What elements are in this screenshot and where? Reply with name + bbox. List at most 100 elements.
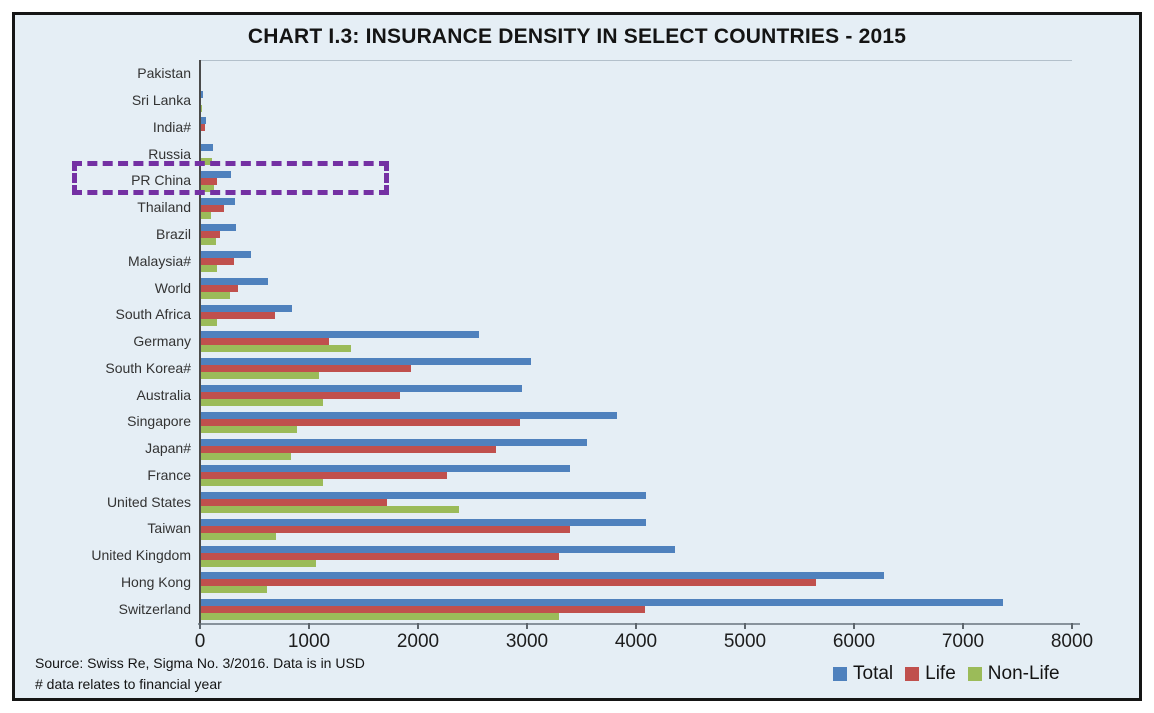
bar-nonlife bbox=[200, 479, 324, 487]
bar-life bbox=[200, 204, 225, 212]
chart-row bbox=[200, 222, 1072, 249]
bar-life bbox=[200, 606, 645, 614]
bar-nonlife bbox=[200, 452, 292, 460]
category-label: Sri Lanka bbox=[131, 92, 191, 109]
x-tick-label: 0 bbox=[194, 631, 206, 652]
category-label: Australia bbox=[136, 386, 191, 403]
chart-row bbox=[200, 489, 1072, 516]
bar-nonlife bbox=[200, 532, 276, 540]
category-label: Hong Kong bbox=[120, 573, 191, 590]
x-tick-mark bbox=[635, 623, 637, 629]
chart-row bbox=[200, 570, 1072, 597]
bar-total bbox=[200, 384, 523, 392]
x-tick-label: 6000 bbox=[832, 631, 876, 652]
x-tick-mark bbox=[744, 623, 746, 629]
x-tick-label: 2000 bbox=[396, 631, 440, 652]
bar-total bbox=[200, 197, 235, 205]
bar-total bbox=[200, 117, 206, 125]
bar-nonlife bbox=[200, 265, 217, 273]
chart-row bbox=[200, 302, 1072, 329]
x-tick-label: 7000 bbox=[941, 631, 985, 652]
x-tick-mark bbox=[199, 623, 201, 629]
bar-total bbox=[200, 599, 1004, 607]
category-label: Japan# bbox=[145, 440, 191, 457]
chart-row bbox=[200, 462, 1072, 489]
bar-life bbox=[200, 418, 520, 426]
chart-title: CHART I.3: INSURANCE DENSITY IN SELECT C… bbox=[247, 25, 907, 48]
bar-total bbox=[200, 438, 588, 446]
bar-life bbox=[200, 391, 400, 399]
source-note: Source: Swiss Re, Sigma No. 3/2016. Data… bbox=[35, 653, 365, 695]
bar-nonlife bbox=[200, 398, 323, 406]
x-tick-mark bbox=[962, 623, 964, 629]
x-tick-label: 4000 bbox=[614, 631, 658, 652]
chart-row bbox=[200, 115, 1072, 142]
bar-life bbox=[200, 472, 447, 480]
category-label: Malaysia# bbox=[127, 252, 191, 269]
source-line-2: # data relates to financial year bbox=[35, 676, 222, 692]
bar-life bbox=[200, 284, 238, 292]
x-tick-label: 1000 bbox=[287, 631, 331, 652]
bar-life bbox=[200, 525, 571, 533]
chart-row bbox=[200, 409, 1072, 436]
bar-nonlife bbox=[200, 211, 211, 219]
bar-life bbox=[200, 338, 329, 346]
category-label: France bbox=[147, 466, 191, 483]
legend-label-nonlife: Non-Life bbox=[987, 663, 1060, 684]
category-label: PR China bbox=[131, 172, 191, 189]
chart-row bbox=[200, 88, 1072, 115]
bar-life bbox=[200, 552, 559, 560]
x-tick-mark bbox=[1071, 623, 1073, 629]
category-label: United Kingdom bbox=[91, 547, 191, 564]
bar-life bbox=[200, 365, 412, 373]
chart-row bbox=[200, 596, 1072, 623]
bar-nonlife bbox=[200, 184, 214, 192]
bar-total bbox=[200, 411, 617, 419]
chart-row bbox=[200, 436, 1072, 463]
bar-total bbox=[200, 304, 292, 312]
chart-row bbox=[200, 195, 1072, 222]
y-axis-line bbox=[199, 60, 201, 623]
bar-nonlife bbox=[200, 345, 351, 353]
bar-nonlife bbox=[200, 586, 268, 594]
bar-life bbox=[200, 311, 275, 319]
bar-total bbox=[200, 545, 676, 553]
chart-row bbox=[200, 248, 1072, 275]
bar-nonlife bbox=[200, 613, 559, 621]
legend-swatch-life-icon bbox=[905, 667, 920, 681]
bar-total bbox=[200, 492, 647, 500]
category-label: Germany bbox=[133, 333, 191, 350]
x-tick-label: 5000 bbox=[723, 631, 767, 652]
bar-nonlife bbox=[200, 559, 317, 567]
bar-nonlife bbox=[200, 238, 217, 246]
chart-row bbox=[200, 516, 1072, 543]
x-tick-mark bbox=[308, 623, 310, 629]
x-tick-mark bbox=[417, 623, 419, 629]
chart-row bbox=[200, 275, 1072, 302]
category-label: Pakistan bbox=[137, 65, 191, 82]
category-label: Thailand bbox=[137, 199, 191, 216]
bar-nonlife bbox=[200, 318, 218, 326]
x-tick-mark bbox=[853, 623, 855, 629]
x-tick-mark bbox=[526, 623, 528, 629]
chart-row bbox=[200, 355, 1072, 382]
category-label: World bbox=[154, 279, 191, 296]
category-label: South Africa bbox=[115, 306, 192, 323]
bar-total bbox=[200, 572, 884, 580]
bar-total bbox=[200, 518, 647, 526]
chart-row bbox=[200, 382, 1072, 409]
legend: Total Life Non-Life bbox=[833, 663, 1060, 685]
bar-total bbox=[200, 224, 237, 232]
category-label: Switzerland bbox=[118, 600, 191, 617]
x-axis-ticks: 0 1000 2000 3000 4000 5000 6000 7000 8000 bbox=[195, 623, 1093, 657]
legend-item-life: Life bbox=[905, 663, 956, 685]
legend-label-total: Total bbox=[853, 663, 894, 684]
bar-total bbox=[200, 90, 204, 98]
bar-total bbox=[200, 277, 268, 285]
category-label: United States bbox=[106, 493, 191, 510]
legend-item-nonlife: Non-Life bbox=[967, 663, 1060, 685]
bar-life bbox=[200, 231, 220, 239]
bar-nonlife bbox=[200, 425, 298, 433]
plot-area: 0 1000 2000 3000 4000 5000 6000 7000 8000 bbox=[195, 60, 1093, 652]
